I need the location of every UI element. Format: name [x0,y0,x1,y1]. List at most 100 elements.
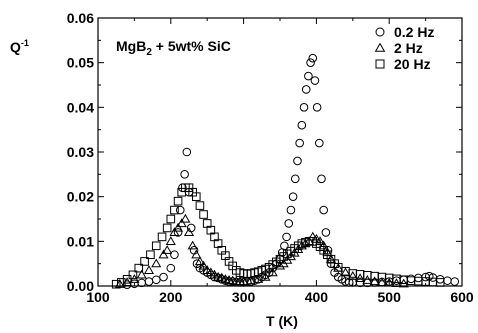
data-point [340,267,351,277]
data-point [122,275,132,284]
data-point [180,170,189,179]
data-point [428,277,438,287]
y-tick-label: 0.00 [67,278,94,294]
data-point [202,265,213,275]
data-point [319,205,328,215]
data-point [195,201,205,210]
data-point [136,269,147,279]
y-tick-label: 0.02 [67,189,94,205]
legend-marker [375,59,385,69]
data-point [260,271,271,281]
y-tick-label: 0.03 [67,144,94,160]
data-point [347,270,358,280]
data-point [157,232,167,242]
data-point [406,274,416,284]
data-point [162,245,173,254]
data-point [192,259,202,268]
legend-label: 20 Hz [394,56,431,72]
data-point [165,236,176,245]
legend-label: 2 Hz [394,40,423,56]
data-point [186,223,196,233]
y-tick-label: 0.04 [67,99,94,115]
data-point [162,223,172,233]
data-point [111,279,121,289]
x-axis-label: T (K) [266,313,298,329]
data-point [376,277,387,287]
data-point [151,275,161,285]
data-point [176,218,187,228]
data-point [308,53,318,63]
data-point [158,249,169,259]
data-point [443,276,452,285]
data-point [299,103,309,112]
x-tick-label: 400 [305,289,329,305]
data-point [310,76,320,85]
data-point [362,275,373,284]
data-point [293,156,302,166]
data-point [205,267,216,277]
data-point [301,85,311,94]
data-point [315,138,324,148]
data-point [173,196,183,206]
data-point [253,274,264,283]
data-point [173,228,183,237]
data-point [414,273,423,283]
data-point [166,263,176,273]
data-point [166,214,176,224]
data-point [173,222,184,232]
data-point [182,147,192,157]
legend-marker [374,42,386,52]
data-point [144,277,154,286]
data-point [146,250,155,260]
chart-annotation: MgB2 + 5wt% SiC [116,38,231,58]
series-square [111,183,445,289]
x-tick-label: 300 [232,289,256,305]
data-point [295,138,304,148]
data-point [134,263,144,273]
data-point [406,276,416,285]
data-point [187,240,198,250]
data-point [175,205,185,215]
data-point [159,272,168,282]
data-point [180,213,191,223]
data-point [369,276,380,286]
data-point [198,260,209,270]
data-point [288,192,298,201]
data-point [189,245,199,255]
data-point [151,258,162,268]
y-axis: 0.00 0.01 0.02 0.03 0.04 0.05 0.06 [67,10,462,294]
data-point [304,71,313,81]
data-point [143,265,155,275]
data-point [199,210,208,219]
y-tick-label: 0.06 [67,10,94,26]
data-point [312,103,322,112]
data-point [435,278,445,287]
data-point [321,228,331,237]
data-point [297,120,307,130]
data-point [384,277,395,287]
data-point [317,174,326,184]
data-point [194,256,205,266]
y-axis-label: Q-1 [10,38,29,55]
data-point [209,269,220,279]
x-tick-label: 200 [159,289,183,305]
data-point [191,249,202,259]
legend-label: 0.2 Hz [394,24,434,40]
data-point [170,205,179,215]
x-tick-label: 500 [378,289,402,305]
data-point [151,241,161,251]
y-tick-label: 0.01 [67,233,94,249]
data-point [116,278,126,287]
data-point [170,250,179,260]
data-point [286,205,296,215]
data-point [128,270,138,280]
x-axis: 100 200 300 400 500 600 [86,18,474,305]
data-point [245,275,256,285]
data-point [435,275,445,284]
series-layer [111,53,460,289]
data-point [183,227,195,237]
data-point [290,174,300,184]
legend-marker [375,27,385,37]
x-tick-label: 600 [450,289,474,305]
